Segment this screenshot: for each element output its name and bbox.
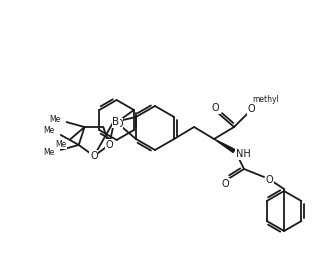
Text: O: O: [115, 119, 123, 129]
Text: B: B: [112, 117, 119, 127]
Text: Me: Me: [43, 127, 55, 135]
Text: O: O: [90, 151, 98, 161]
Text: O: O: [247, 104, 255, 114]
Text: O: O: [211, 103, 219, 113]
Text: O: O: [265, 175, 273, 185]
Text: Me: Me: [49, 114, 61, 124]
Text: O: O: [221, 179, 229, 189]
Text: O: O: [105, 140, 113, 150]
Polygon shape: [214, 139, 235, 152]
Text: NH: NH: [236, 149, 250, 159]
Text: methyl: methyl: [253, 95, 279, 103]
Text: Me: Me: [55, 140, 66, 149]
Text: Me: Me: [43, 149, 55, 157]
